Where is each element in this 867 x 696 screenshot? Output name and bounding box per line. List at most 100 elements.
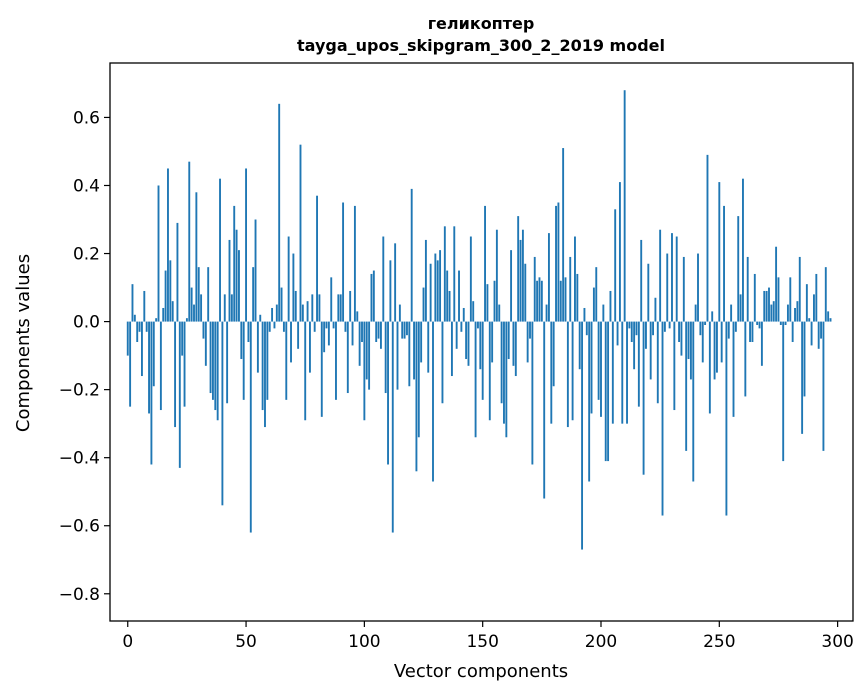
x-tick-label: 200 — [585, 632, 617, 652]
bar-273 — [772, 301, 775, 322]
bar-272 — [770, 304, 773, 322]
bar-140 — [458, 270, 460, 322]
bar-236 — [685, 321, 688, 451]
bar-63 — [275, 304, 278, 322]
bar-36 — [211, 321, 214, 400]
bar-282 — [794, 307, 796, 322]
bar-147 — [474, 321, 477, 438]
bar-281 — [791, 321, 794, 342]
bar-180 — [552, 321, 555, 387]
bar-141 — [460, 321, 463, 332]
bar-10 — [150, 321, 153, 465]
bar-134 — [443, 226, 446, 322]
bar-201 — [602, 304, 605, 322]
bar-51 — [247, 321, 250, 342]
bar-260 — [742, 178, 744, 322]
bar-61 — [271, 307, 274, 322]
bar-170 — [529, 321, 531, 339]
bar-149 — [479, 321, 482, 370]
bar-86 — [330, 277, 333, 322]
bar-158 — [500, 321, 503, 404]
bar-43 — [228, 239, 231, 322]
bar-243 — [701, 321, 704, 363]
bar-128 — [429, 263, 432, 322]
bar-270 — [765, 290, 768, 322]
bar-239 — [692, 321, 695, 482]
bar-297 — [829, 318, 832, 322]
bar-6 — [141, 321, 143, 377]
bar-285 — [801, 321, 804, 434]
bar-52 — [249, 321, 252, 533]
bar-29 — [195, 192, 198, 322]
bar-95 — [351, 321, 354, 346]
bar-162 — [510, 250, 513, 322]
bar-208 — [618, 182, 621, 322]
bar-57 — [261, 321, 264, 411]
bar-108 — [382, 236, 385, 322]
bar-114 — [396, 321, 399, 390]
bar-290 — [813, 294, 815, 322]
bar-96 — [353, 205, 356, 322]
bar-16 — [164, 270, 167, 322]
bar-62 — [273, 321, 276, 329]
bar-228 — [666, 253, 669, 322]
bar-220 — [647, 263, 650, 322]
bar-150 — [481, 321, 484, 400]
bar-30 — [197, 267, 200, 322]
x-tick-label: 300 — [821, 632, 853, 652]
bar-190 — [576, 273, 579, 322]
bar-233 — [678, 321, 681, 342]
bar-76 — [306, 301, 309, 322]
bar-188 — [571, 321, 574, 421]
bar-182 — [557, 202, 560, 322]
bar-69 — [290, 321, 292, 363]
bar-126 — [424, 239, 427, 322]
bar-123 — [417, 321, 420, 438]
bar-235 — [682, 256, 685, 322]
bar-267 — [758, 321, 761, 329]
bar-216 — [637, 321, 640, 407]
bar-94 — [349, 290, 352, 322]
bar-45 — [233, 205, 236, 322]
bar-250 — [718, 182, 721, 322]
bar-87 — [332, 321, 335, 329]
bar-37 — [214, 321, 217, 411]
bar-165 — [517, 216, 520, 322]
bar-257 — [734, 321, 737, 332]
bar-83 — [323, 321, 326, 353]
bar-132 — [439, 250, 442, 322]
bar-194 — [585, 321, 588, 336]
bar-64 — [278, 103, 281, 322]
bar-223 — [654, 297, 657, 322]
bar-3 — [133, 314, 136, 322]
bar-197 — [592, 287, 595, 322]
bar-211 — [626, 321, 628, 424]
bar-15 — [162, 307, 165, 322]
bar-133 — [441, 321, 444, 404]
bar-224 — [656, 321, 659, 404]
bar-105 — [375, 321, 378, 342]
bar-278 — [784, 321, 787, 325]
bar-213 — [630, 321, 633, 342]
bar-44 — [230, 294, 233, 322]
bar-23 — [181, 321, 184, 356]
bar-155 — [493, 280, 496, 322]
bar-166 — [519, 239, 522, 322]
bar-156 — [495, 229, 498, 322]
bar-80 — [316, 195, 318, 322]
bar-265 — [753, 273, 756, 322]
bar-209 — [621, 321, 624, 424]
bar-277 — [782, 321, 785, 462]
bar-97 — [356, 311, 359, 322]
bar-77 — [309, 321, 311, 373]
bar-234 — [680, 321, 683, 356]
y-tick-label: −0.4 — [59, 449, 100, 469]
bar-241 — [697, 253, 699, 322]
bar-288 — [808, 318, 811, 322]
bar-287 — [805, 284, 808, 322]
bar-193 — [583, 307, 586, 322]
bar-143 — [465, 321, 468, 360]
bar-137 — [450, 321, 453, 377]
bar-117 — [403, 321, 406, 339]
bar-101 — [365, 321, 368, 380]
